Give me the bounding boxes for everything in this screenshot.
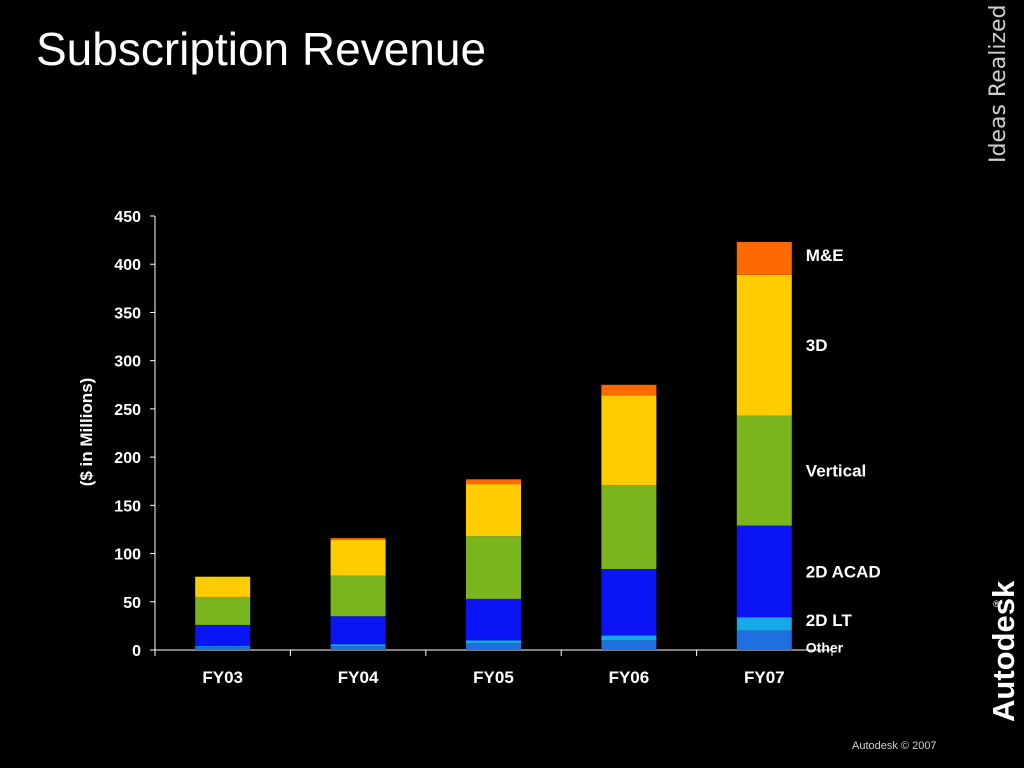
bar-segment-other <box>195 647 251 650</box>
y-axis: 0 50 100 150 200 250 300 350 400 450 <box>114 209 156 660</box>
bar-segment-2d-acad <box>195 624 251 647</box>
bar-segment-vertical <box>736 415 792 526</box>
bar-segment-m-e <box>466 479 521 485</box>
y-tick-label: 200 <box>114 450 141 467</box>
x-tick-label: FY03 <box>202 668 243 687</box>
x-axis: FY03 FY04 FY05 FY06 FY07 <box>154 649 833 687</box>
x-tick-label: FY05 <box>473 668 514 687</box>
registered-mark: ® <box>993 599 1000 609</box>
bar-segment-3d <box>195 576 251 597</box>
x-tick-label: FY06 <box>609 668 650 687</box>
series-label-vertical: Vertical <box>806 462 867 481</box>
x-tick-label: FY04 <box>338 668 379 687</box>
x-tick-label: FY07 <box>744 668 785 687</box>
bar-segment-2d-lt <box>330 644 386 647</box>
series-label-3d: 3D <box>806 336 828 355</box>
bar-segment-2d-acad <box>466 598 521 641</box>
series-label-other: Other <box>806 639 844 655</box>
y-tick-label: 250 <box>114 402 141 419</box>
y-tick-label: 150 <box>114 498 141 515</box>
bar-segment-2d-acad <box>736 525 792 618</box>
bar-segment-other <box>601 640 657 650</box>
bar-segment-other <box>330 646 386 650</box>
bar-segment-3d <box>601 395 657 486</box>
series-labels: Other 2D LT 2D ACAD Vertical 3D M&E <box>806 246 881 655</box>
series-label-m-e: M&E <box>806 246 844 265</box>
bar-stack-fy03 <box>195 576 251 650</box>
y-tick-label: 300 <box>114 354 141 371</box>
y-tick-label: 450 <box>114 209 141 226</box>
bar-segment-2d-lt <box>195 646 251 648</box>
y-tick-label: 100 <box>114 547 141 564</box>
bar-segment-vertical <box>466 536 521 599</box>
footer-copyright: Autodesk © 2007 <box>852 740 937 752</box>
bar-segment-2d-lt <box>736 617 792 631</box>
y-tick-label: 400 <box>114 257 141 274</box>
bar-segment-m-e <box>601 384 657 396</box>
y-tick-label: 350 <box>114 305 141 322</box>
bar-segment-vertical <box>601 485 657 569</box>
series-label-2d-lt: 2D LT <box>806 611 853 630</box>
bar-stack-fy04 <box>330 538 386 650</box>
bar-segment-3d <box>736 274 792 416</box>
brand-text: Autodesk <box>986 580 1021 722</box>
bar-stack-fy07 <box>736 242 792 650</box>
bar-segment-vertical <box>195 596 251 625</box>
bar-segment-3d <box>466 484 521 537</box>
bar-segment-other <box>736 630 792 650</box>
bars <box>195 242 792 650</box>
bar-segment-m-e <box>736 242 792 275</box>
series-label-2d-acad: 2D ACAD <box>806 562 881 581</box>
y-tick-label: 50 <box>123 595 141 612</box>
bar-segment-vertical <box>330 575 386 617</box>
bar-segment-other <box>466 643 521 650</box>
y-axis-label: ($ in Millions) <box>77 378 96 487</box>
bar-segment-2d-lt <box>466 640 521 644</box>
bar-stack-fy05 <box>466 479 521 650</box>
bar-segment-3d <box>330 540 386 576</box>
bar-segment-m-e <box>330 538 386 541</box>
slide-title: Subscription Revenue <box>36 23 487 75</box>
autodesk-logo: Autodesk <box>986 581 1022 758</box>
y-tick-label: 0 <box>132 643 141 660</box>
bar-segment-2d-acad <box>601 568 657 636</box>
bar-segment-2d-lt <box>601 635 657 641</box>
bar-stack-fy06 <box>601 384 657 650</box>
bar-segment-2d-acad <box>330 616 386 645</box>
